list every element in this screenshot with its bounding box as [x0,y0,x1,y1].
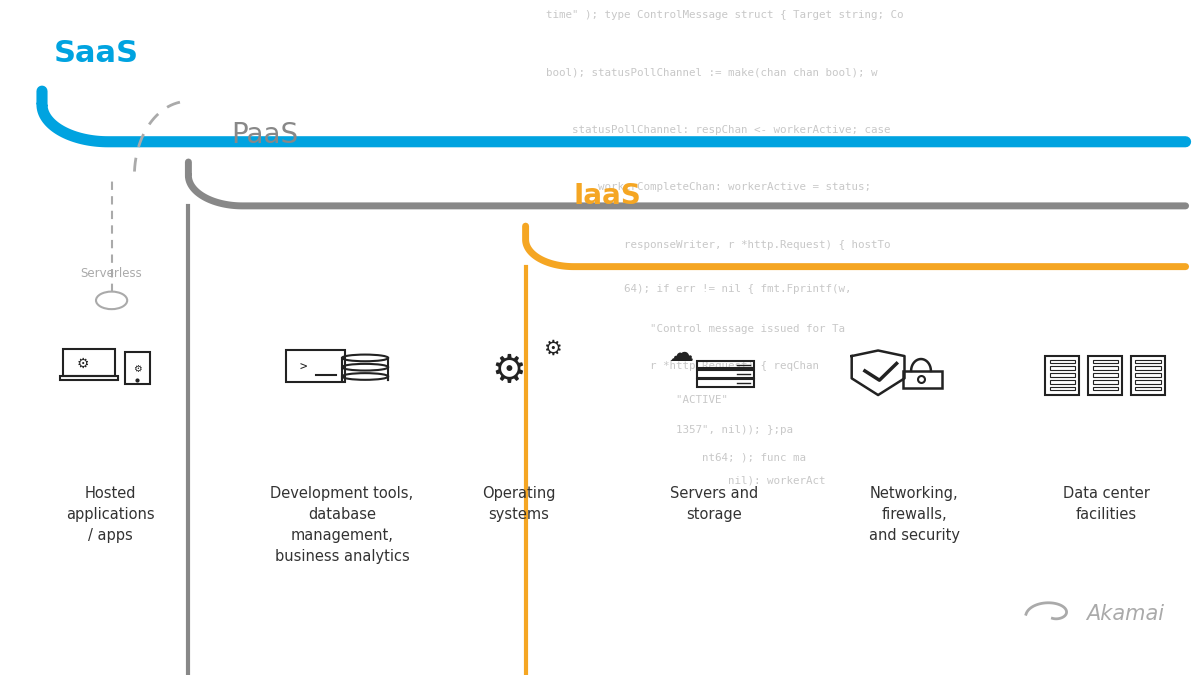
Text: Servers and
storage: Servers and storage [670,486,758,522]
Text: 1357", nil)); };pa: 1357", nil)); };pa [546,425,793,435]
Text: Hosted
applications
/ apps: Hosted applications / apps [66,486,155,543]
Text: statusPollChannel: respChan <- workerActive; case: statusPollChannel: respChan <- workerAct… [546,125,890,135]
Text: ⚙: ⚙ [77,356,90,371]
Bar [1135,367,1160,370]
Bar [1092,367,1117,370]
Bar [125,352,150,384]
Text: r *http.Request) { reqChan: r *http.Request) { reqChan [546,361,818,371]
Text: PaaS: PaaS [232,121,299,149]
Bar [697,361,754,369]
Text: responseWriter, r *http.Request) { hostTo: responseWriter, r *http.Request) { hostT… [546,240,890,250]
Text: ⚙: ⚙ [542,339,562,359]
Text: SaaS: SaaS [54,40,139,68]
Text: time" ); type ControlMessage struct { Target string; Co: time" ); type ControlMessage struct { Ta… [546,10,904,20]
Text: ⚙: ⚙ [491,352,527,390]
Bar [1050,360,1075,363]
Bar [286,350,346,382]
Bar [1050,387,1075,390]
Bar [1092,380,1117,383]
Bar [1045,356,1079,395]
Bar [697,379,754,387]
Text: nt64; ); func ma: nt64; ); func ma [546,452,806,462]
Text: >: > [300,360,307,374]
Bar [1088,356,1122,395]
Text: ⚙: ⚙ [133,364,142,374]
Bar [62,348,115,377]
Bar [1092,373,1117,377]
Text: "Control message issued for Ta: "Control message issued for Ta [546,324,845,334]
Text: nil): workerAct: nil): workerAct [546,476,826,486]
Text: workerCompleteChan: workerActive = status;: workerCompleteChan: workerActive = statu… [546,182,871,192]
Bar [1130,356,1165,395]
Bar [902,371,942,387]
Bar [1050,367,1075,370]
Bar [697,370,754,377]
Bar [1135,373,1160,377]
Bar [1135,380,1160,383]
Bar [1050,380,1075,383]
Text: Akamai: Akamai [1086,604,1164,624]
Bar [1135,360,1160,363]
Bar [1092,360,1117,363]
Text: Networking,
firewalls,
and security: Networking, firewalls, and security [869,486,960,543]
Bar [60,377,118,380]
Text: 64); if err != nil { fmt.Fprintf(w,: 64); if err != nil { fmt.Fprintf(w, [546,284,852,294]
Text: Operating
systems: Operating systems [481,486,556,522]
Text: Development tools,
database
management,
business analytics: Development tools, database management, … [270,486,414,564]
Text: Serverless: Serverless [80,267,143,280]
Text: Data center
facilities: Data center facilities [1063,486,1150,522]
Bar [1050,373,1075,377]
Bar [1092,387,1117,390]
Bar [1135,387,1160,390]
Text: bool); statusPollChannel := make(chan chan bool); w: bool); statusPollChannel := make(chan ch… [546,68,877,78]
Text: ☁: ☁ [668,342,694,367]
Text: "ACTIVE": "ACTIVE" [546,395,728,405]
Text: IaaS: IaaS [574,182,641,210]
